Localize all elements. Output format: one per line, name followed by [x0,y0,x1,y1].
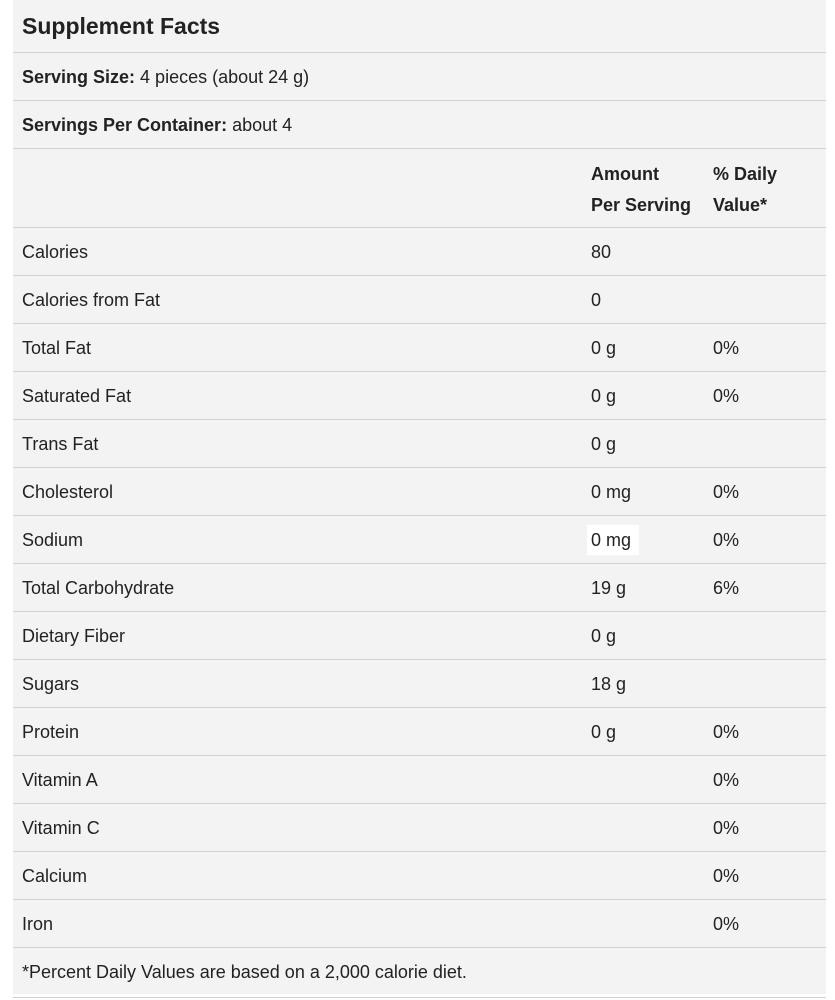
label-value: Serving Size: 4 pieces (about 24 g) [22,62,309,92]
nutrient-row: Saturated Fat 0 g 0% [13,372,826,420]
value: 4 pieces (about 24 g) [135,67,310,87]
amount: 0 g [591,722,617,742]
title: Supplement Facts [22,13,221,39]
daily-value: 0% [713,818,740,838]
label: Servings Per Container: [22,115,228,135]
nutrient-row: Calories from Fat 0 [13,276,826,324]
nutrient-row: Sugars 18 g [13,660,826,708]
daily-value: 0% [713,386,740,406]
nutrient-row: Total Carbohydrate 19 g 6% [13,564,826,612]
servings-per-container-row: Servings Per Container: about 4 [13,101,826,149]
amount: 0 g [591,386,617,406]
amount: 0 g [591,338,617,358]
column-header: Per Serving [591,195,692,215]
nutrient-name: Vitamin C [22,818,100,838]
nutrient-name: Dietary Fiber [22,626,126,646]
nutrient-name: Sodium [22,530,84,550]
nutrient-row: Calcium 0% [13,852,826,900]
nutrient-name: Total Carbohydrate [22,578,175,598]
amount: 0 mg [591,482,632,502]
amount: 18 g [591,674,627,694]
nutrient-name: Saturated Fat [22,386,132,406]
amount: 19 g [591,578,627,598]
amount: 0 g [591,626,617,646]
nutrient-name: Total Fat [22,338,92,358]
daily-value: 0% [713,722,740,742]
nutrient-row: Cholesterol 0 mg 0% [13,468,826,516]
amount: 0 g [591,434,617,454]
nutrient-name: Calories [22,242,89,262]
daily-value: 0% [713,530,740,550]
label: Serving Size: [22,67,136,87]
footnote: *Percent Daily Values are based on a 2,0… [22,962,467,982]
nutrient-name: Protein [22,722,80,742]
nutrient-name: Cholesterol [22,482,114,502]
amount: 0 [591,290,602,310]
nutrient-name: Iron [22,914,54,934]
supplement-facts-table: Supplement Facts Serving Size: 4 pieces (… [13,0,826,998]
value: about 4 [227,115,293,135]
serving-size-row: Serving Size: 4 pieces (about 24 g) [13,53,826,101]
nutrient-name: Sugars [22,674,80,694]
daily-value: 0% [713,482,740,502]
column-header: Value* [713,195,768,215]
nutrient-row: Protein 0 g 0% [13,708,826,756]
column-header: Amount [591,164,659,184]
nutrient-row: Calories 80 [13,228,826,276]
label-value: Servings Per Container: about 4 [22,110,292,140]
nutrient-row: Total Fat 0 g 0% [13,324,826,372]
nutrient-name: Trans Fat [22,434,99,454]
daily-value: 0% [713,338,740,358]
daily-value: 6% [713,578,740,598]
title-row: Supplement Facts [13,0,826,53]
nutrient-row: Sodium 0 mg 0% [13,516,826,564]
nutrient-name: Vitamin A [22,770,98,790]
daily-value: 0% [713,914,740,934]
nutrient-name: Calories from Fat [22,290,161,310]
nutrient-row: Vitamin C 0% [13,804,826,852]
nutrient-row: Dietary Fiber 0 g [13,612,826,660]
nutrient-row: Vitamin A 0% [13,756,826,804]
amount: 0 mg [587,525,640,555]
daily-value: 0% [713,770,740,790]
header-row: Amount Per Serving % Daily Value* [13,149,826,228]
nutrient-row: Iron 0% [13,900,826,948]
column-header: % Daily [713,164,778,184]
daily-value: 0% [713,866,740,886]
footnote-row: *Percent Daily Values are based on a 2,0… [13,948,826,998]
nutrient-row: Trans Fat 0 g [13,420,826,468]
amount: 80 [591,242,612,262]
nutrient-name: Calcium [22,866,88,886]
